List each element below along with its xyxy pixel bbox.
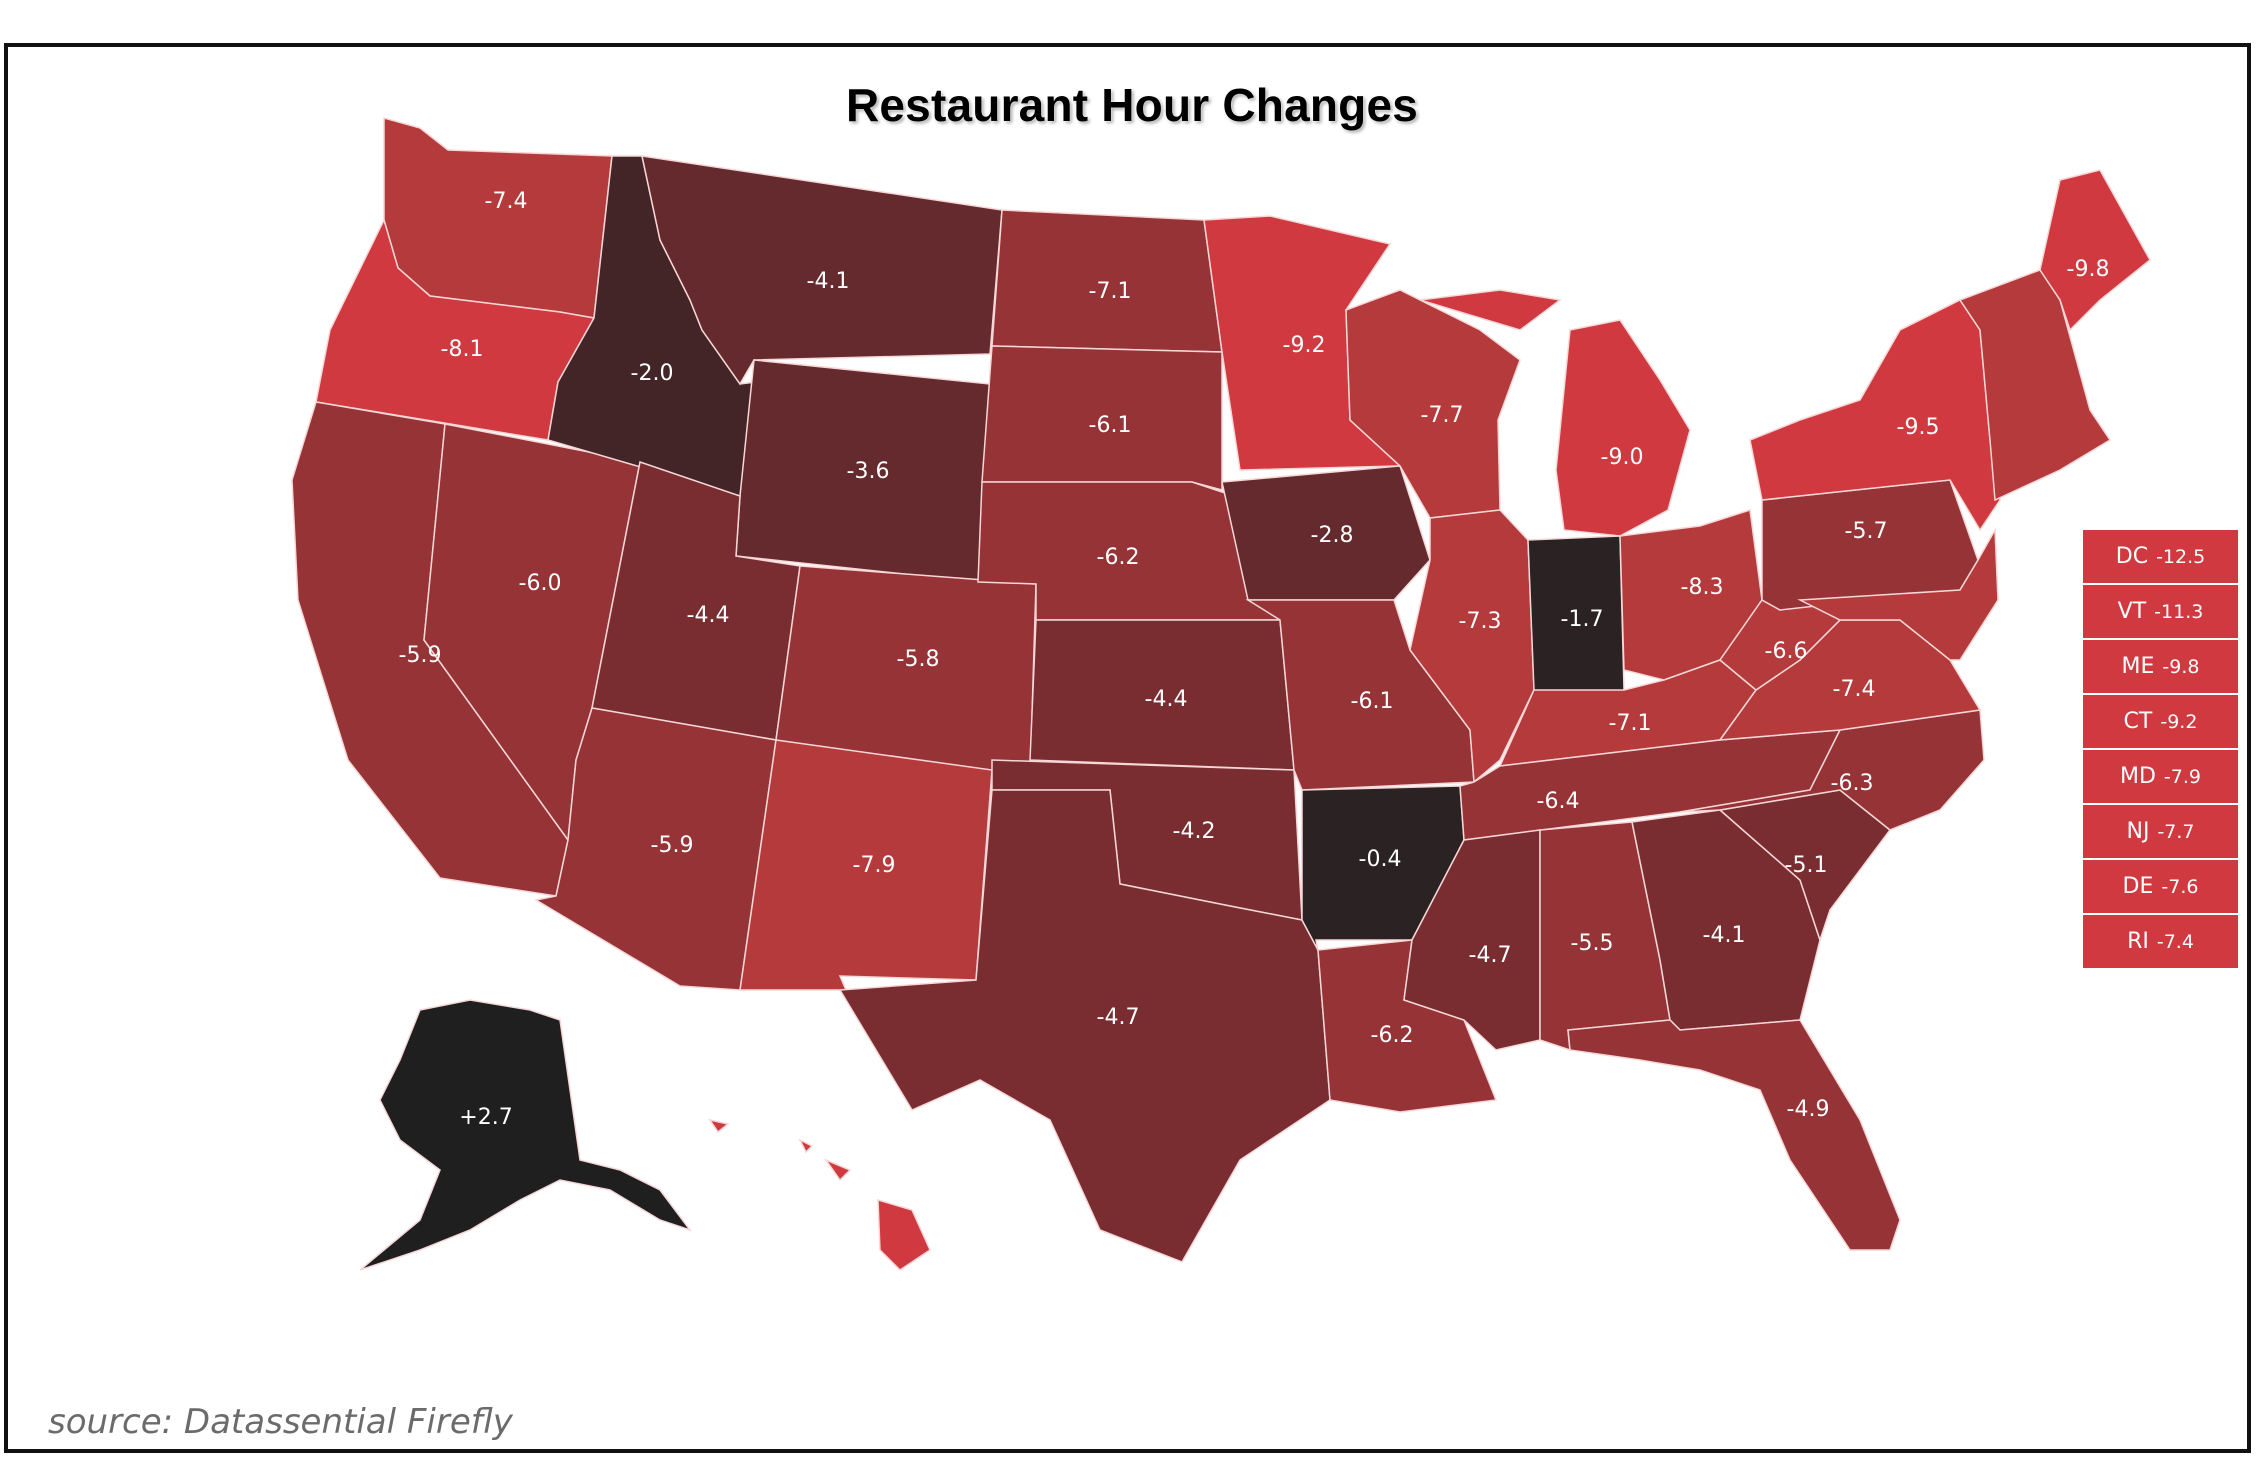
state-tx [838, 789, 1331, 1263]
state-label-me: -9.8 [2067, 257, 2110, 282]
state-label-ar: -0.4 [1359, 847, 1402, 872]
state-label-la: -6.2 [1371, 1023, 1414, 1048]
legend-value: -7.7 [2157, 820, 2195, 843]
legend-value: -11.3 [2154, 600, 2204, 623]
state-label-nv: -6.0 [519, 571, 562, 596]
state-label-nd: -7.1 [1089, 279, 1132, 304]
state-md-de-nj [1797, 527, 1999, 661]
state-label-sd: -6.1 [1089, 413, 1132, 438]
state-sd [981, 345, 1223, 491]
state-label-nc: -6.3 [1831, 771, 1874, 796]
state-label-id: -2.0 [631, 361, 674, 386]
state-label-ms: -4.7 [1469, 943, 1512, 968]
state-label-fl: -4.9 [1787, 1097, 1830, 1122]
legend-abbr: CT [2123, 709, 2153, 734]
legend-abbr: MD [2120, 764, 2156, 789]
state-nc [1679, 709, 1985, 831]
state-label-tx: -4.7 [1097, 1005, 1140, 1030]
state-label-ga: -4.1 [1703, 923, 1746, 948]
state-label-co: -5.8 [897, 647, 940, 672]
legend-value: -12.5 [2156, 545, 2206, 568]
legend-abbr: ME [2121, 654, 2155, 679]
state-label-wv: -6.6 [1765, 639, 1808, 664]
legend-value: -7.6 [2161, 875, 2199, 898]
state-label-wa: -7.4 [485, 189, 528, 214]
state-wi [1345, 289, 1521, 519]
state-label-wi: -7.7 [1421, 403, 1464, 428]
small-states-legend: DC -12.5 VT -11.3 ME -9.8 CT -9.2 MD -7.9 NJ -7.7 DE… [2083, 530, 2238, 970]
state-label-ky: -7.1 [1609, 711, 1652, 736]
legend-abbr: NJ [2126, 819, 2150, 844]
legend-value: -9.8 [2162, 655, 2200, 678]
legend-abbr: RI [2127, 929, 2149, 954]
state-label-sc: -5.1 [1785, 853, 1828, 878]
legend-value: -7.4 [2156, 930, 2194, 953]
legend-abbr: VT [2117, 599, 2147, 624]
legend-row-de: DE -7.6 [2083, 860, 2238, 913]
legend-value: -7.9 [2163, 765, 2201, 788]
state-il [1409, 509, 1535, 784]
state-hi [708, 1118, 931, 1271]
legend-row-ri: RI -7.4 [2083, 915, 2238, 968]
state-mo [1245, 599, 1475, 791]
state-label-az: -5.9 [651, 833, 694, 858]
state-mi [1419, 289, 1691, 537]
state-labels: -7.4 -8.1 -5.9 -6.0 -2.0 -4.1 -3.6 -4.4 -5.9 -5.8… [399, 189, 2110, 1130]
state-label-mn: -9.2 [1283, 333, 1326, 358]
state-label-il: -7.3 [1459, 609, 1502, 634]
legend-value: -9.2 [2160, 710, 2198, 733]
state-label-al: -5.5 [1571, 931, 1614, 956]
legend-row-vt: VT -11.3 [2083, 585, 2238, 638]
legend-row-dc: DC -12.5 [2083, 530, 2238, 583]
state-wy [735, 359, 991, 583]
state-ia [1221, 465, 1431, 601]
state-label-oh: -8.3 [1681, 575, 1724, 600]
legend-row-nj: NJ -7.7 [2083, 805, 2238, 858]
state-me [2039, 169, 2151, 332]
legend-row-md: MD -7.9 [2083, 750, 2238, 803]
state-label-ut: -4.4 [687, 603, 730, 628]
legend-row-ct: CT -9.2 [2083, 695, 2238, 748]
state-label-or: -8.1 [441, 337, 484, 362]
state-label-ks: -4.4 [1145, 687, 1188, 712]
state-label-ak: +2.7 [459, 1105, 512, 1130]
state-label-pa: -5.7 [1845, 519, 1888, 544]
source-note: source: Datassential Firefly [48, 1402, 513, 1442]
legend-abbr: DC [2115, 544, 2149, 569]
chart-title: Restaurant Hour Changes [845, 79, 1419, 131]
state-label-ca: -5.9 [399, 643, 442, 668]
state-label-ne: -6.2 [1097, 545, 1140, 570]
state-label-mo: -6.1 [1351, 689, 1394, 714]
state-label-wy: -3.6 [847, 459, 890, 484]
state-ak [359, 999, 693, 1271]
state-label-ok: -4.2 [1173, 819, 1216, 844]
legend-abbr: DE [2122, 874, 2154, 899]
state-label-mt: -4.1 [807, 269, 850, 294]
state-label-mi: -9.0 [1601, 445, 1644, 470]
state-fl [1567, 1019, 1901, 1251]
state-label-va: -7.4 [1833, 677, 1876, 702]
state-label-in: -1.7 [1561, 607, 1604, 632]
state-label-nm: -7.9 [853, 853, 896, 878]
state-label-ia: -2.8 [1311, 523, 1354, 548]
state-label-ny: -9.5 [1897, 415, 1940, 440]
legend-row-me: ME -9.8 [2083, 640, 2238, 693]
state-label-tn: -6.4 [1537, 789, 1580, 814]
